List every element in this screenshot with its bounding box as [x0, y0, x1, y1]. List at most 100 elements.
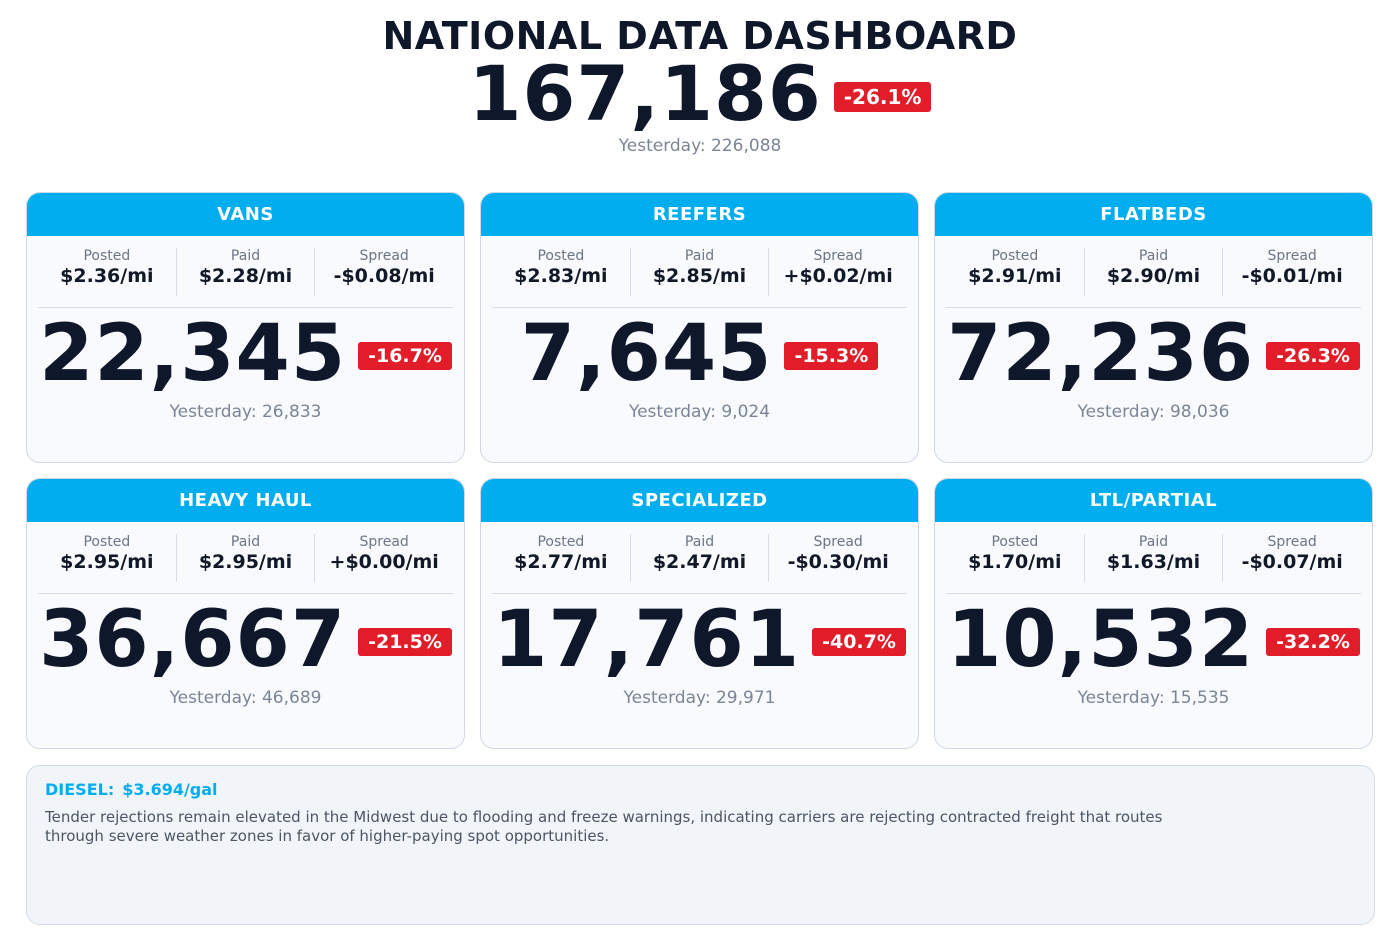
paid-rate: Paid $2.47/mi — [629, 534, 769, 582]
change-badge: -15.3% — [784, 342, 879, 370]
rate-row: Posted $2.95/mi Paid $2.95/mi Spread +$0.00… — [38, 522, 453, 594]
card-reefers: REEFERS Posted $2.83/mi Paid $2.85/mi Spre… — [480, 192, 919, 463]
load-count: 72,236 — [947, 309, 1255, 399]
posted-label: Posted — [83, 248, 131, 264]
posted-value: $2.83/mi — [514, 265, 608, 287]
yesterday-count: Yesterday: 98,036 — [1077, 402, 1230, 422]
diesel-price-line: DIESEL: $3.694/gal — [45, 780, 1356, 800]
posted-label: Posted — [537, 248, 585, 264]
spread-value: +$0.00/mi — [329, 551, 439, 573]
spread-label: Spread — [813, 248, 863, 264]
spread-label: Spread — [359, 248, 409, 264]
paid-label: Paid — [230, 534, 261, 550]
market-notes-panel: DIESEL: $3.694/gal Tender rejections rema… — [26, 765, 1375, 925]
rate-row: Posted $2.91/mi Paid $2.90/mi Spread -$0.01… — [946, 236, 1361, 308]
load-count: 17,761 — [493, 595, 801, 685]
paid-label: Paid — [230, 248, 261, 264]
card-title: FLATBEDS — [935, 193, 1372, 236]
spread-label: Spread — [813, 534, 863, 550]
load-count: 7,645 — [520, 309, 773, 399]
paid-rate: Paid $1.63/mi — [1083, 534, 1223, 582]
count-row: 17,761 -40.7% — [481, 594, 918, 686]
spread-rate: Spread -$0.30/mi — [768, 534, 907, 582]
diesel-label: DIESEL: — [45, 780, 115, 799]
count-row: 72,236 -26.3% — [935, 308, 1372, 400]
spread-value: -$0.30/mi — [787, 551, 889, 573]
spread-rate: Spread +$0.00/mi — [314, 534, 453, 582]
posted-value: $2.77/mi — [514, 551, 608, 573]
count-row: 22,345 -16.7% — [27, 308, 464, 400]
total-change-badge: -26.1% — [833, 82, 932, 112]
spread-rate: Spread +$0.02/mi — [768, 248, 907, 296]
paid-value: $2.85/mi — [652, 265, 747, 287]
card-title: REEFERS — [481, 193, 918, 236]
dashboard-header: NATIONAL DATA DASHBOARD 167,186 -26.1% Y… — [0, 14, 1400, 158]
spread-value: -$0.01/mi — [1241, 265, 1343, 287]
load-count: 10,532 — [947, 595, 1255, 685]
rate-row: Posted $2.77/mi Paid $2.47/mi Spread -$0.30… — [492, 522, 907, 594]
load-count: 36,667 — [39, 595, 347, 685]
paid-value: $2.28/mi — [198, 265, 293, 287]
market-commentary: Tender rejections remain elevated in the… — [45, 808, 1163, 845]
spread-value: +$0.02/mi — [783, 265, 893, 287]
total-loads-row: 167,186 -26.1% — [0, 56, 1400, 132]
posted-value: $1.70/mi — [968, 551, 1062, 573]
posted-value: $2.36/mi — [60, 265, 154, 287]
count-row: 36,667 -21.5% — [27, 594, 464, 686]
change-badge: -32.2% — [1266, 628, 1360, 656]
spread-value: -$0.08/mi — [333, 265, 435, 287]
posted-rate: Posted $1.70/mi — [946, 534, 1084, 582]
posted-label: Posted — [991, 534, 1039, 550]
paid-value: $2.90/mi — [1106, 265, 1201, 287]
rate-row: Posted $2.36/mi Paid $2.28/mi Spread -$0.08… — [38, 236, 453, 308]
paid-value: $1.63/mi — [1106, 551, 1201, 573]
change-badge: -40.7% — [812, 628, 906, 656]
change-badge: -26.3% — [1266, 342, 1360, 370]
load-count: 22,345 — [39, 309, 347, 399]
yesterday-count: Yesterday: 9,024 — [628, 402, 771, 422]
posted-rate: Posted $2.91/mi — [946, 248, 1084, 296]
yesterday-count: Yesterday: 46,689 — [169, 688, 322, 708]
count-row: 7,645 -15.3% — [481, 308, 918, 400]
posted-label: Posted — [537, 534, 585, 550]
paid-rate: Paid $2.95/mi — [175, 534, 315, 582]
posted-label: Posted — [83, 534, 131, 550]
spread-rate: Spread -$0.07/mi — [1222, 534, 1361, 582]
posted-value: $2.95/mi — [60, 551, 154, 573]
count-row: 10,532 -32.2% — [935, 594, 1372, 686]
page-title: NATIONAL DATA DASHBOARD — [382, 14, 1018, 58]
card-title: LTL/PARTIAL — [935, 479, 1372, 522]
card-ltl-partial: LTL/PARTIAL Posted $1.70/mi Paid $1.63/mi … — [934, 478, 1373, 749]
posted-rate: Posted $2.77/mi — [492, 534, 630, 582]
total-loads-value: 167,186 — [468, 49, 822, 138]
card-heavy-haul: HEAVY HAUL Posted $2.95/mi Paid $2.95/mi S… — [26, 478, 465, 749]
spread-label: Spread — [359, 534, 409, 550]
diesel-price: $3.694/gal — [122, 780, 218, 799]
change-badge: -16.7% — [358, 342, 452, 370]
paid-rate: Paid $2.90/mi — [1083, 248, 1223, 296]
paid-label: Paid — [684, 534, 715, 550]
posted-label: Posted — [991, 248, 1039, 264]
posted-rate: Posted $2.83/mi — [492, 248, 630, 296]
card-specialized: SPECIALIZED Posted $2.77/mi Paid $2.47/mi … — [480, 478, 919, 749]
card-flatbeds: FLATBEDS Posted $2.91/mi Paid $2.90/mi Spr… — [934, 192, 1373, 463]
spread-label: Spread — [1267, 534, 1317, 550]
spread-value: -$0.07/mi — [1241, 551, 1343, 573]
change-badge: -21.5% — [358, 628, 452, 656]
paid-label: Paid — [1138, 534, 1169, 550]
card-title: VANS — [27, 193, 464, 236]
yesterday-count: Yesterday: 15,535 — [1077, 688, 1230, 708]
yesterday-count: Yesterday: 29,971 — [623, 688, 776, 708]
spread-rate: Spread -$0.01/mi — [1222, 248, 1361, 296]
paid-rate: Paid $2.85/mi — [629, 248, 769, 296]
rate-row: Posted $2.83/mi Paid $2.85/mi Spread +$0.02… — [492, 236, 907, 308]
yesterday-count: Yesterday: 26,833 — [169, 402, 322, 422]
rate-row: Posted $1.70/mi Paid $1.63/mi Spread -$0.07… — [946, 522, 1361, 594]
posted-value: $2.91/mi — [968, 265, 1062, 287]
total-yesterday: Yesterday: 226,088 — [618, 136, 782, 156]
card-title: SPECIALIZED — [481, 479, 918, 522]
paid-rate: Paid $2.28/mi — [175, 248, 315, 296]
card-vans: VANS Posted $2.36/mi Paid $2.28/mi Spread -… — [26, 192, 465, 463]
card-title: HEAVY HAUL — [27, 479, 464, 522]
spread-rate: Spread -$0.08/mi — [314, 248, 453, 296]
